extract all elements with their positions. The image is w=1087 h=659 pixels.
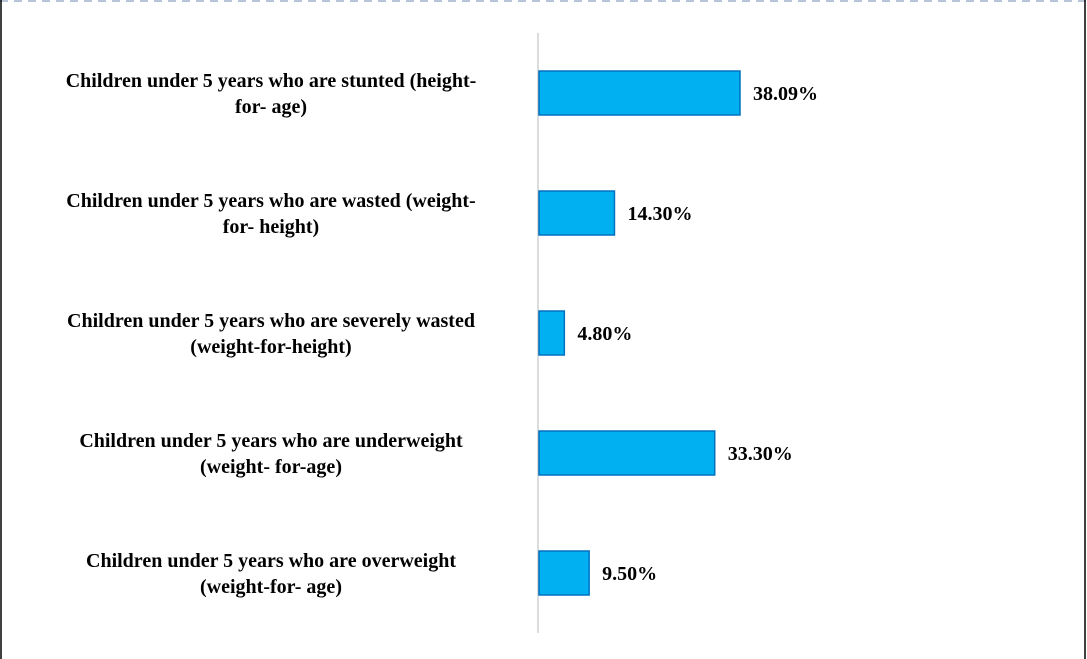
category-label-5-line-2: (weight-for- age) <box>200 576 342 598</box>
value-label-1: 38.09% <box>753 83 818 105</box>
category-label-5: Children under 5 years who are overweigh… <box>86 550 456 598</box>
category-label-2: Children under 5 years who are wasted (w… <box>66 190 475 238</box>
category-label-4-line-2: (weight- for-age) <box>200 456 342 478</box>
bars-group <box>538 70 741 596</box>
bar-5 <box>538 550 590 596</box>
bar-3 <box>538 310 566 356</box>
value-label-3: 4.80% <box>577 323 632 345</box>
category-label-4: Children under 5 years who are underweig… <box>79 430 463 478</box>
category-label-1-line-2: for- age) <box>235 96 307 118</box>
value-label-4: 33.30% <box>728 443 793 465</box>
bar-2 <box>538 190 616 236</box>
category-label-5-line-1: Children under 5 years who are overweigh… <box>86 550 456 572</box>
category-label-3: Children under 5 years who are severely … <box>67 310 475 358</box>
bar-4 <box>538 430 716 476</box>
category-labels-group: Children under 5 years who are stunted (… <box>66 70 477 598</box>
category-label-1-line-1: Children under 5 years who are stunted (… <box>66 70 477 92</box>
category-label-2-line-2: for- height) <box>223 216 319 238</box>
category-label-1: Children under 5 years who are stunted (… <box>66 70 477 118</box>
value-labels-group: 38.09% 14.30% 4.80% 33.30% 9.50% <box>577 83 818 585</box>
value-label-5: 9.50% <box>602 563 657 585</box>
category-label-3-line-2: (weight-for-height) <box>190 336 351 358</box>
category-label-2-line-1: Children under 5 years who are wasted (w… <box>66 190 475 212</box>
bar-1 <box>538 70 741 116</box>
category-label-4-line-1: Children under 5 years who are underweig… <box>79 430 463 452</box>
value-label-2: 14.30% <box>627 203 692 225</box>
category-label-3-line-1: Children under 5 years who are severely … <box>67 310 475 332</box>
